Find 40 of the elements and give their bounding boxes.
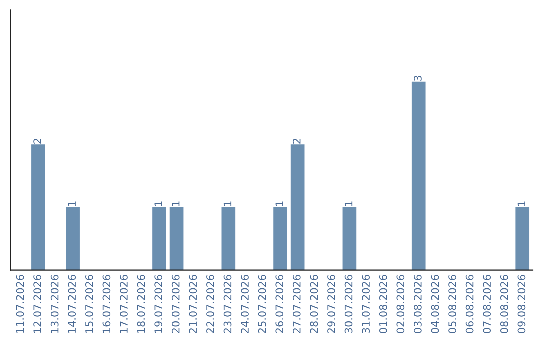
x-tick-label: 30.07.2026 bbox=[344, 275, 353, 334]
x-tick-label: 03.08.2026 bbox=[414, 275, 422, 334]
x-tick-label: 12.07.2026 bbox=[34, 275, 42, 333]
data-label: 1 bbox=[276, 202, 284, 206]
x-tick-label: 06.08.2026 bbox=[466, 275, 474, 334]
x-tick-label: 25.07.2026 bbox=[258, 275, 266, 334]
x-tick-label: 21.07.2026 bbox=[189, 275, 198, 334]
data-label: 1 bbox=[224, 202, 232, 206]
x-tick-label: 23.07.2026 bbox=[224, 275, 232, 334]
x-tick-label: 08.08.2026 bbox=[500, 275, 508, 334]
x-tick-label: 29.07.2026 bbox=[328, 275, 336, 334]
x-tick-label: 28.07.2026 bbox=[310, 275, 318, 334]
data-label: 2 bbox=[34, 139, 42, 144]
x-tick-label: 20.07.2026 bbox=[172, 275, 180, 334]
data-label: 1 bbox=[154, 202, 162, 206]
x-tick-label: 26.07.2026 bbox=[276, 275, 284, 334]
x-tick-label: 17.07.2026 bbox=[120, 275, 128, 333]
data-label: 1 bbox=[172, 202, 180, 206]
x-tick-label: 22.07.2026 bbox=[206, 275, 214, 334]
x-tick-label: 31.07.2026 bbox=[362, 275, 370, 334]
x-tick-label: 18.07.2026 bbox=[137, 275, 146, 333]
x-tick-label: 01.08.2026 bbox=[379, 275, 388, 334]
x-tick-label: 14.07.2026 bbox=[68, 275, 76, 333]
x-tick-label: 11.07.2026 bbox=[16, 275, 24, 333]
data-label: 3 bbox=[414, 76, 422, 82]
data-label: 1 bbox=[344, 202, 353, 206]
x-tick-label: 24.07.2026 bbox=[241, 275, 249, 334]
x-tick-label: 02.08.2026 bbox=[396, 275, 405, 334]
x-tick-label: 07.08.2026 bbox=[483, 275, 492, 334]
x-tick-label: 15.07.2026 bbox=[85, 275, 94, 333]
x-tick-label: 05.08.2026 bbox=[448, 275, 456, 334]
data-label: 1 bbox=[518, 202, 526, 206]
x-tick-label: 04.08.2026 bbox=[431, 275, 440, 334]
x-tick-label: 09.08.2026 bbox=[518, 275, 526, 334]
x-tick-label: 27.07.2026 bbox=[292, 275, 301, 334]
data-label: 1 bbox=[68, 202, 76, 206]
x-tick-label: 13.07.2026 bbox=[50, 275, 59, 333]
data-label: 2 bbox=[292, 139, 301, 144]
x-tick-label: 19.07.2026 bbox=[154, 275, 163, 333]
x-tick-label: 16.07.2026 bbox=[102, 275, 111, 333]
